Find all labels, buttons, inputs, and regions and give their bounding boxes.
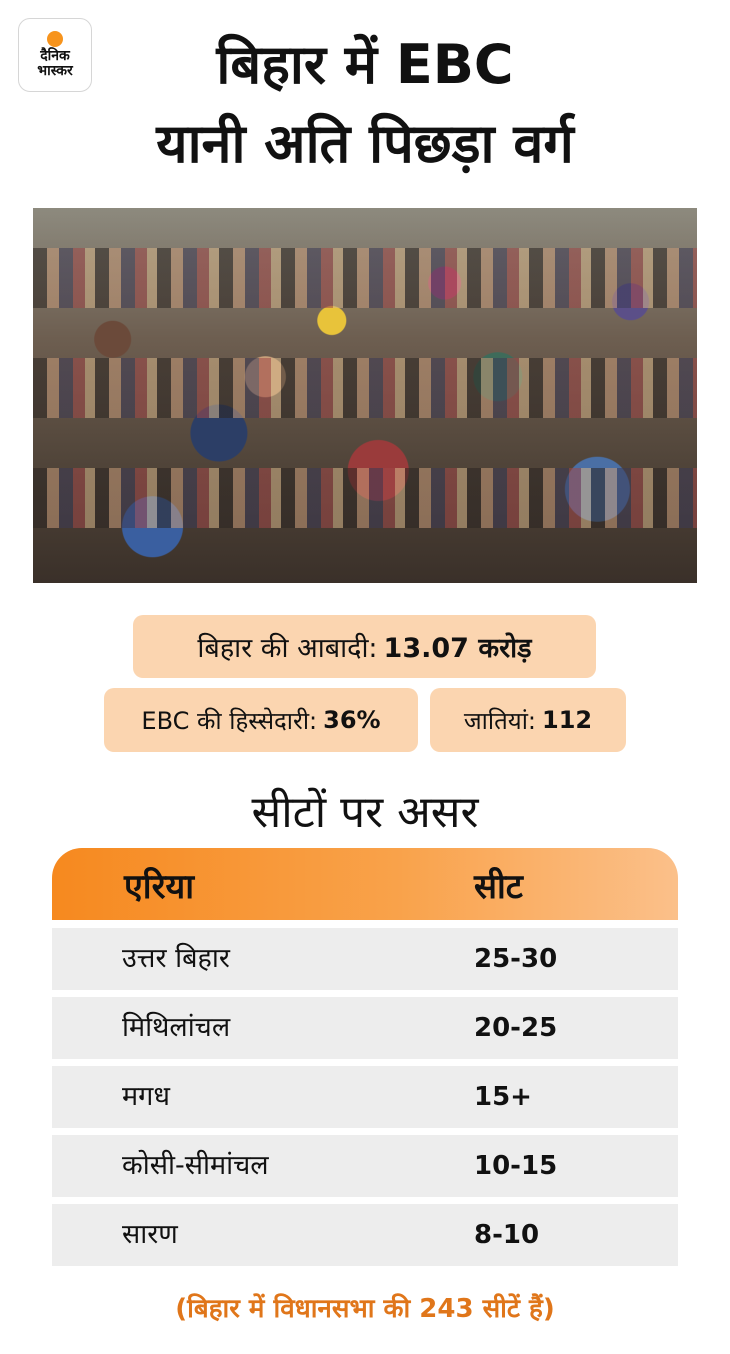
header-area: एरिया [124,867,195,907]
table-row: कोसी-सीमांचल 10-15 [52,1135,678,1197]
dainik-bhaskar-logo: दैनिक भास्कर [18,18,92,92]
population-value: 13.07 करोड़ [383,633,532,664]
logo-line-1: दैनिक [40,48,70,64]
headline-line-1: बिहार में EBC [216,33,514,96]
row-seats: 20-25 [474,1013,558,1043]
table-header: एरिया सीट [52,848,678,920]
row-seats: 15+ [474,1082,532,1112]
footnote: (बिहार में विधानसभा की 243 सीटें हैं) [175,1294,555,1324]
castes-value: 112 [542,706,593,734]
population-label: बिहार की आबादी: [197,633,378,664]
table-row: उत्तर बिहार 25-30 [52,928,678,990]
row-seats: 10-15 [474,1151,558,1181]
crowd-texture [33,358,697,418]
sun-icon [47,31,63,47]
table-row: मिथिलांचल 20-25 [52,997,678,1059]
ebc-share-label: EBC की हिस्सेदारी: [141,706,318,735]
castes-label: जातियां: [463,706,537,735]
row-seats: 25-30 [474,944,558,974]
castes-stat: जातियां: 112 [430,688,626,752]
row-area: मिथिलांचल [122,1012,231,1043]
section-title: सीटों पर असर [251,787,479,838]
headline-line-2: यानी अति पिछड़ा वर्ग [156,112,574,175]
row-area: सारण [122,1219,178,1250]
header-seats: सीट [474,867,523,907]
ebc-share-stat: EBC की हिस्सेदारी: 36% [104,688,418,752]
row-area: उत्तर बिहार [122,943,230,974]
population-stat: बिहार की आबादी: 13.07 करोड़ [133,615,596,678]
crowd-photo [33,208,697,583]
crowd-texture [33,468,697,528]
ebc-share-value: 36% [323,706,381,734]
row-seats: 8-10 [474,1220,540,1250]
table-row: मगध 15+ [52,1066,678,1128]
row-area: कोसी-सीमांचल [122,1150,269,1181]
row-area: मगध [122,1081,170,1112]
crowd-texture [33,248,697,308]
table-row: सारण 8-10 [52,1204,678,1266]
logo-line-2: भास्कर [37,63,73,79]
